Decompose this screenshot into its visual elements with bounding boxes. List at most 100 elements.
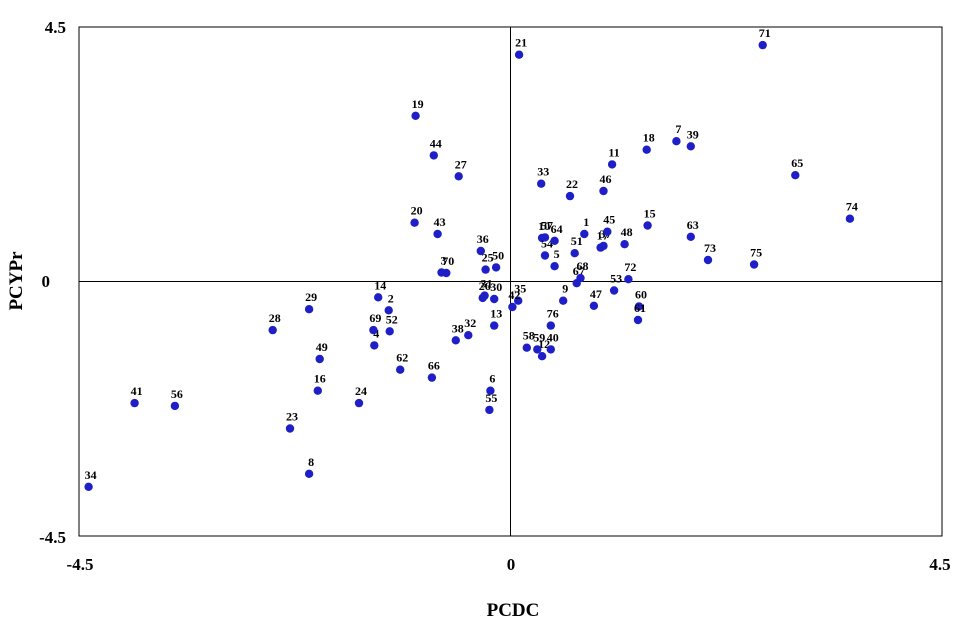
data-point-71: 71	[758, 26, 771, 50]
x-axis-title: PCDC	[487, 600, 540, 621]
point-label: 20	[411, 204, 423, 218]
point-label: 15	[644, 207, 656, 221]
data-point-38: 38	[451, 321, 464, 345]
point-marker	[480, 291, 489, 300]
data-point-76: 76	[546, 307, 559, 330]
point-label: 33	[537, 165, 549, 179]
data-point-36: 36	[476, 232, 489, 256]
data-point-35: 35	[514, 282, 526, 305]
data-point-40: 40	[546, 330, 559, 354]
point-label: 68	[577, 259, 589, 273]
data-point-43: 43	[433, 215, 446, 239]
point-label: 1	[583, 215, 589, 229]
point-marker	[603, 227, 612, 236]
point-label: 14	[374, 278, 386, 292]
point-marker	[476, 246, 485, 256]
point-label: 55	[485, 391, 497, 405]
data-point-42: 42	[508, 288, 520, 312]
point-marker	[130, 398, 139, 408]
data-points-layer: 1234567891011121314151617181920212223242…	[84, 26, 858, 491]
point-label: 8	[308, 455, 314, 469]
data-point-57: 57	[540, 218, 553, 242]
point-marker	[170, 401, 180, 411]
point-label: 28	[269, 311, 281, 325]
point-marker	[533, 345, 542, 354]
point-label: 45	[603, 213, 615, 227]
point-marker	[791, 171, 800, 180]
point-label: 25	[482, 251, 494, 265]
data-point-58: 58	[522, 329, 535, 352]
point-marker	[576, 273, 585, 283]
data-point-15: 15	[643, 207, 656, 230]
point-label: 5	[554, 247, 560, 261]
point-label: 66	[428, 359, 440, 373]
point-marker	[429, 151, 438, 160]
point-label: 31	[481, 277, 493, 291]
point-marker	[385, 327, 394, 336]
point-marker	[374, 293, 383, 302]
data-point-1: 1	[580, 215, 589, 239]
data-point-61: 61	[633, 301, 646, 325]
point-marker	[540, 251, 550, 260]
point-label: 47	[590, 287, 602, 301]
point-label: 18	[643, 131, 655, 145]
data-point-47: 47	[589, 287, 602, 310]
data-point-65: 65	[791, 156, 803, 180]
point-marker	[609, 286, 619, 295]
point-label: 43	[434, 215, 446, 229]
point-label: 24	[355, 384, 367, 398]
point-label: 60	[635, 287, 647, 301]
point-marker	[599, 241, 608, 251]
data-point-50: 50	[491, 248, 504, 272]
point-marker	[565, 191, 575, 201]
x-tick-label-zero: 0	[507, 555, 516, 574]
x-tick-label-left: -4.5	[67, 555, 94, 574]
point-label: 63	[687, 218, 699, 232]
data-point-27: 27	[454, 157, 467, 181]
point-label: 52	[386, 312, 398, 326]
point-label: 41	[131, 384, 143, 398]
point-marker	[642, 145, 651, 154]
point-marker	[396, 365, 405, 374]
point-marker	[546, 345, 555, 354]
point-marker	[410, 218, 419, 227]
point-marker	[84, 482, 93, 491]
data-point-63: 63	[686, 218, 699, 241]
point-marker	[313, 386, 322, 395]
data-point-9: 9	[559, 282, 568, 305]
point-label: 50	[492, 248, 504, 262]
point-marker	[491, 263, 501, 272]
point-label: 9	[562, 282, 568, 296]
point-marker	[268, 325, 277, 335]
point-label: 44	[430, 136, 442, 150]
data-point-53: 53	[609, 272, 622, 295]
point-marker	[758, 40, 767, 50]
data-point-55: 55	[485, 391, 497, 415]
point-marker	[486, 386, 495, 395]
data-point-28: 28	[268, 311, 281, 335]
point-marker	[370, 341, 379, 350]
point-label: 71	[759, 26, 771, 40]
data-point-73: 73	[703, 241, 716, 265]
point-label: 13	[490, 307, 502, 321]
point-marker	[537, 179, 546, 188]
point-marker	[433, 229, 442, 239]
y-tick-label-zero: 0	[42, 272, 51, 291]
data-point-8: 8	[304, 455, 314, 478]
point-label: 39	[687, 127, 699, 141]
data-point-20: 20	[410, 204, 423, 227]
data-point-18: 18	[642, 131, 655, 154]
point-label: 70	[442, 254, 454, 268]
point-label: 2	[388, 291, 394, 305]
point-label: 49	[316, 340, 328, 354]
point-label: 48	[621, 225, 633, 239]
point-label: 65	[791, 156, 803, 170]
x-tick-label-right: 4.5	[929, 555, 950, 574]
point-label: 51	[571, 234, 583, 248]
point-label: 64	[551, 222, 563, 236]
data-point-13: 13	[490, 307, 502, 330]
data-point-34: 34	[84, 468, 97, 491]
data-point-4: 4	[370, 326, 379, 350]
